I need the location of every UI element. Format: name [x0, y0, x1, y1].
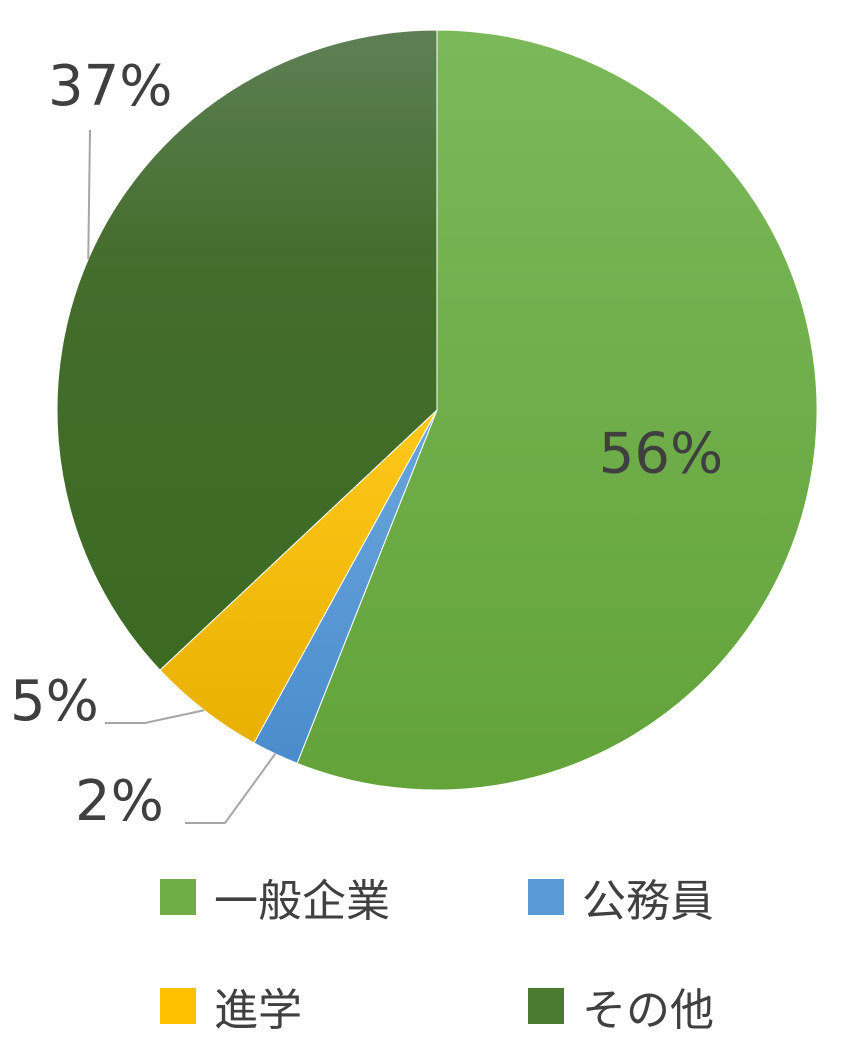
legend-item: 公務員 — [528, 865, 714, 929]
legend-swatch — [160, 988, 196, 1024]
legend-swatch — [528, 879, 564, 915]
pie-slice — [56, 29, 438, 671]
data-label: 5% — [10, 669, 99, 734]
leader-line — [105, 709, 205, 724]
legend-label: その他 — [582, 985, 714, 1036]
legend-item: 一般企業 — [160, 865, 390, 929]
data-label: 37% — [48, 54, 172, 119]
legend-label: 公務員 — [582, 876, 714, 927]
legend-label: 進学 — [214, 985, 302, 1036]
leader-line — [185, 753, 277, 824]
pie-chart: 56% 2% 5% 37% — [10, 29, 818, 834]
data-label: 56% — [599, 422, 723, 487]
legend-label: 一般企業 — [214, 876, 390, 927]
pie-slice — [296, 29, 818, 791]
data-label: 2% — [75, 769, 164, 834]
legend-swatch — [160, 879, 196, 915]
legend: 一般企業 公務員 進学 その他 — [0, 850, 857, 1060]
legend-item: 進学 — [160, 974, 302, 1038]
leader-line — [87, 129, 91, 260]
legend-item: その他 — [528, 974, 714, 1038]
legend-swatch — [528, 988, 564, 1024]
